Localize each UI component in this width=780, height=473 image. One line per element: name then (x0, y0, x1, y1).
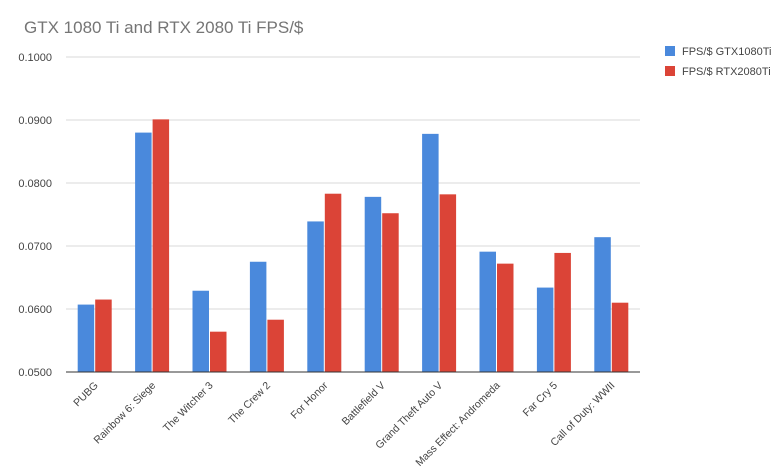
x-tick-label: Far Cry 5 (521, 380, 561, 420)
y-tick-label: 0.0600 (18, 304, 52, 316)
bar-gtx1080ti[interactable] (307, 221, 324, 372)
y-tick-label: 0.1000 (18, 52, 52, 64)
x-tick-label: PUBG (71, 380, 101, 410)
chart-title: GTX 1080 Ti and RTX 2080 Ti FPS/$ (24, 18, 304, 37)
bar-gtx1080ti[interactable] (77, 304, 95, 372)
y-tick-label: 0.0800 (18, 178, 52, 190)
bar-gtx1080ti[interactable] (422, 133, 439, 372)
x-tick-label: Battlefield V (340, 380, 388, 428)
bar-rtx2080ti[interactable] (210, 331, 227, 372)
bar-gtx1080ti[interactable] (536, 287, 554, 372)
bar-gtx1080ti[interactable] (249, 261, 267, 372)
y-tick-label: 0.0900 (18, 115, 52, 127)
legend-label: FPS/$ RTX2080Ti (682, 66, 771, 78)
bar-gtx1080ti[interactable] (135, 132, 152, 372)
bar-rtx2080ti[interactable] (611, 302, 629, 372)
x-tick-label: Rainbow 6: Siege (92, 380, 159, 447)
x-tick-label: The Witcher 3 (161, 380, 216, 435)
bar-gtx1080ti[interactable] (479, 251, 497, 372)
bar-gtx1080ti[interactable] (594, 237, 611, 372)
legend-swatch (665, 66, 675, 76)
bar-rtx2080ti[interactable] (267, 319, 284, 372)
legend-swatch (665, 46, 675, 56)
legend[interactable]: FPS/$ GTX1080Ti FPS/$ RTX2080Ti (665, 46, 771, 78)
gridlines (66, 56, 640, 310)
bar-rtx2080ti[interactable] (152, 119, 170, 373)
legend-item[interactable]: FPS/$ RTX2080Ti (665, 66, 771, 78)
bar-rtx2080ti[interactable] (554, 252, 571, 372)
bar-rtx2080ti[interactable] (95, 299, 112, 372)
bar-rtx2080ti[interactable] (324, 193, 342, 372)
x-tick-label: Call of Duty: WWII (548, 380, 617, 449)
y-tick-label: 0.0500 (18, 367, 52, 379)
legend-label: FPS/$ GTX1080Ti (682, 46, 771, 58)
bar-rtx2080ti[interactable] (497, 263, 514, 372)
x-tick-label: The Crew 2 (226, 380, 273, 427)
x-tick-label: For Honor (289, 379, 331, 421)
y-axis-ticks: 0.0500 0.0600 0.0700 0.0800 0.0900 0.1000 (18, 52, 52, 379)
legend-item[interactable]: FPS/$ GTX1080Ti (665, 46, 771, 58)
bar-gtx1080ti[interactable] (364, 196, 382, 372)
bars (77, 119, 629, 373)
bar-rtx2080ti[interactable] (439, 194, 457, 372)
bar-rtx2080ti[interactable] (382, 213, 399, 372)
bar-gtx1080ti[interactable] (192, 290, 210, 372)
y-tick-label: 0.0700 (18, 241, 52, 253)
